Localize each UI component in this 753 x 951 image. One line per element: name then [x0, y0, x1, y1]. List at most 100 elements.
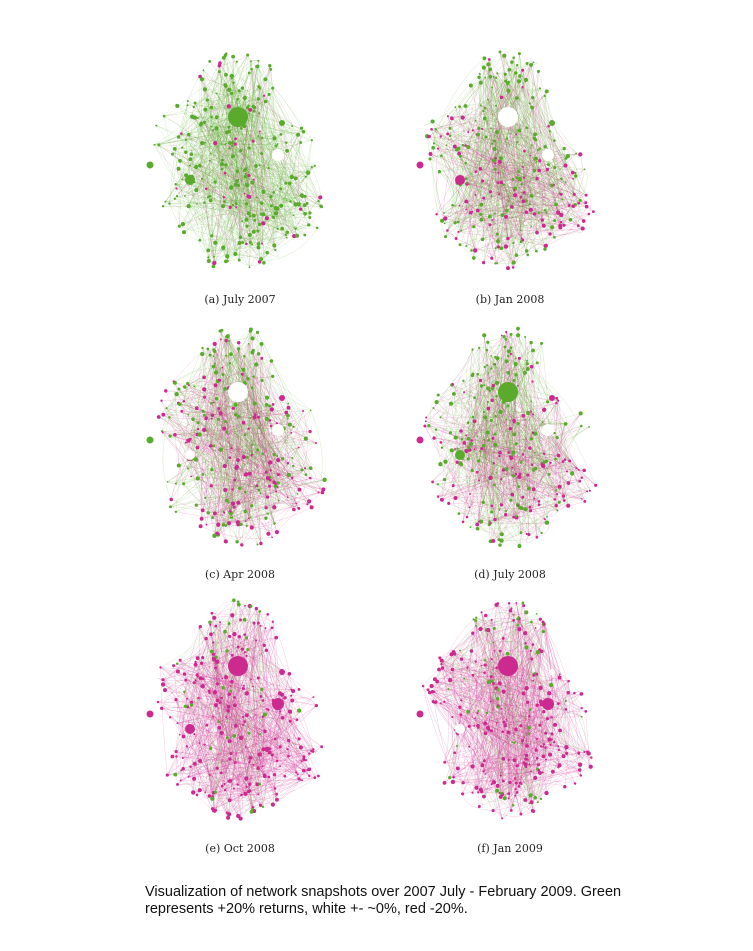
graph-edge — [443, 148, 495, 214]
graph-node — [181, 178, 184, 181]
graph-node — [320, 490, 325, 495]
graph-edge — [438, 394, 448, 448]
graph-edge — [166, 408, 221, 417]
graph-edge — [215, 625, 267, 751]
graph-edge — [523, 138, 535, 202]
graph-node — [210, 402, 213, 405]
graph-edge — [507, 405, 533, 465]
graph-node — [249, 417, 252, 419]
graph-edge — [490, 191, 530, 205]
graph-edge — [243, 106, 254, 197]
graph-node — [503, 512, 508, 517]
graph-edge — [204, 389, 211, 431]
graph-edge — [428, 425, 513, 468]
graph-node — [469, 526, 472, 528]
graph-edge — [203, 377, 246, 512]
graph-edge — [282, 126, 293, 229]
graph-edge — [489, 452, 502, 524]
graph-node — [264, 506, 268, 510]
graph-node — [517, 128, 522, 133]
graph-edge — [246, 219, 305, 236]
graph-edge — [524, 134, 536, 152]
graph-edge — [200, 76, 304, 132]
graph-edge — [225, 507, 312, 527]
graph-edge — [460, 146, 546, 231]
graph-edge — [496, 131, 561, 226]
graph-edge — [484, 417, 542, 534]
graph-edge — [501, 474, 528, 484]
graph-node — [243, 490, 247, 494]
graph-edge — [485, 417, 494, 464]
graph-edge — [253, 376, 277, 492]
graph-edge — [188, 453, 299, 509]
graph-node — [443, 212, 445, 214]
graph-node — [237, 486, 242, 490]
graph-node — [540, 218, 544, 222]
graph-edge — [462, 117, 495, 161]
graph-edge — [473, 136, 487, 227]
graph-edge — [465, 145, 483, 182]
graph-edge — [457, 373, 489, 449]
graph-node — [440, 446, 444, 449]
graph-edge — [214, 351, 310, 502]
graph-edge — [197, 117, 236, 145]
graph-node — [256, 448, 260, 452]
graph-edge — [554, 400, 559, 506]
graph-edge — [460, 430, 478, 529]
graph-edge — [171, 381, 218, 500]
graph-edge — [172, 124, 201, 155]
graph-edge — [492, 219, 565, 226]
graph-edge — [179, 660, 244, 686]
graph-node — [524, 419, 527, 421]
graph-edge — [497, 182, 528, 255]
graph-node — [576, 224, 580, 228]
graph-edge — [156, 125, 225, 202]
graph-edge — [248, 113, 299, 135]
graph-edge — [258, 353, 263, 381]
graph-edge — [503, 91, 547, 185]
graph-edge — [201, 79, 215, 263]
graph-edge — [437, 148, 532, 227]
graph-edge — [175, 699, 201, 762]
graph-node — [499, 180, 504, 185]
graph-node — [299, 126, 304, 130]
graph-edge — [482, 57, 514, 240]
graph-node — [223, 511, 226, 514]
graph-edge — [161, 708, 300, 740]
graph-edge — [251, 69, 274, 193]
graph-edge — [188, 605, 246, 777]
graph-edge — [234, 697, 260, 755]
graph-edge — [510, 347, 548, 517]
graph-edge — [211, 54, 248, 236]
graph-edge — [250, 468, 306, 518]
graph-edge — [425, 389, 507, 422]
graph-edge — [539, 144, 577, 154]
graph-edge — [227, 445, 240, 489]
graph-node — [522, 176, 526, 179]
graph-node — [322, 477, 327, 482]
graph-node — [580, 476, 584, 480]
graph-node — [246, 377, 250, 381]
graph-edge — [217, 131, 230, 161]
graph-edge — [480, 82, 498, 241]
graph-edge — [490, 355, 496, 417]
graph-edge — [221, 646, 239, 699]
graph-edge — [251, 426, 294, 446]
graph-edge — [204, 122, 259, 244]
graph-edge — [256, 153, 265, 198]
graph-edge — [495, 479, 502, 535]
graph-edge — [163, 409, 272, 417]
graph-edge — [230, 353, 294, 427]
graph-edge — [199, 136, 259, 241]
graph-node — [206, 511, 210, 515]
graph-edge — [495, 77, 528, 255]
graph-node — [488, 190, 492, 194]
graph-edge — [493, 76, 584, 222]
graph-edge — [460, 430, 484, 503]
graph-edge — [217, 513, 268, 535]
graph-edge — [497, 233, 546, 246]
graph-edge — [514, 118, 546, 250]
graph-node — [259, 257, 264, 262]
graph-edge — [432, 481, 502, 506]
graph-edge — [438, 472, 497, 498]
